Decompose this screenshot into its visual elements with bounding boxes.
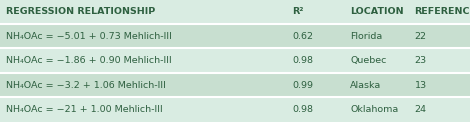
Text: Oklahoma: Oklahoma	[350, 105, 399, 114]
Text: Florida: Florida	[350, 32, 383, 41]
Text: REFERENCE: REFERENCE	[415, 7, 470, 16]
Text: 0.98: 0.98	[292, 105, 313, 114]
Bar	[0, 0, 470, 24]
Text: 22: 22	[415, 32, 427, 41]
Text: 23: 23	[415, 56, 427, 65]
Text: NH₄OAc = −1.86 + 0.90 Mehlich-III: NH₄OAc = −1.86 + 0.90 Mehlich-III	[6, 56, 172, 65]
Text: R²: R²	[292, 7, 304, 16]
Text: 24: 24	[415, 105, 427, 114]
Text: 0.62: 0.62	[292, 32, 313, 41]
Text: NH₄OAc = −21 + 1.00 Mehlich-III: NH₄OAc = −21 + 1.00 Mehlich-III	[6, 105, 163, 114]
Text: 0.98: 0.98	[292, 56, 313, 65]
Text: Quebec: Quebec	[350, 56, 386, 65]
Text: 0.99: 0.99	[292, 81, 313, 90]
Text: REGRESSION RELATIONSHIP: REGRESSION RELATIONSHIP	[6, 7, 155, 16]
Text: NH₄OAc = −5.01 + 0.73 Mehlich-III: NH₄OAc = −5.01 + 0.73 Mehlich-III	[6, 32, 172, 41]
Bar	[0, 97, 470, 122]
Bar	[0, 73, 470, 97]
Text: NH₄OAc = −3.2 + 1.06 Mehlich-III: NH₄OAc = −3.2 + 1.06 Mehlich-III	[6, 81, 165, 90]
Bar	[0, 24, 470, 48]
Bar	[0, 48, 470, 73]
Text: LOCATION: LOCATION	[350, 7, 404, 16]
Text: Alaska: Alaska	[350, 81, 381, 90]
Text: 13: 13	[415, 81, 427, 90]
